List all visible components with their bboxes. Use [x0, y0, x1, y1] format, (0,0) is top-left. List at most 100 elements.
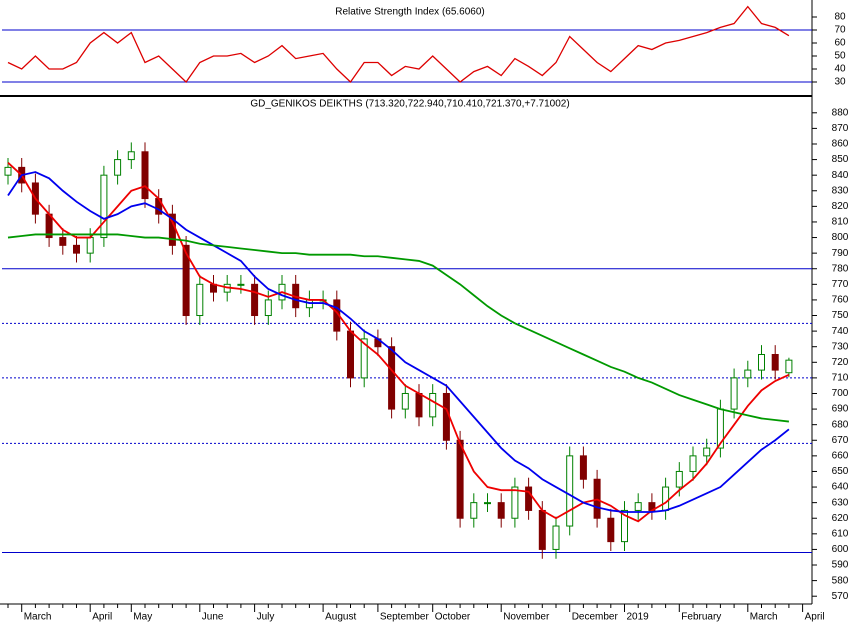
x-tick-label: March [750, 612, 778, 623]
x-tick-label: September [380, 612, 430, 623]
candle-body [347, 330, 354, 379]
candle-body [689, 455, 697, 472]
y-tick-label: 820 [832, 201, 849, 212]
y-tick-label: 610 [832, 528, 849, 539]
candle-body [744, 369, 752, 379]
candle-body [59, 237, 67, 246]
candle-body [579, 455, 587, 480]
y-tick-label: 60 [834, 38, 846, 49]
candle-body [675, 470, 683, 488]
y-tick-label: 800 [832, 232, 849, 243]
y-tick-label: 30 [834, 77, 846, 88]
y-tick-label: 870 [832, 123, 849, 134]
y-tick-label: 80 [834, 12, 846, 23]
y-tick-label: 810 [832, 217, 849, 228]
y-tick-label: 660 [832, 451, 849, 462]
candle-body [566, 455, 574, 527]
y-tick-label: 590 [832, 560, 849, 571]
y-tick-label: 780 [832, 263, 849, 274]
y-tick-label: 850 [832, 154, 849, 165]
candle-body [127, 151, 135, 161]
y-tick-label: 70 [834, 25, 846, 36]
candle-body [141, 151, 149, 200]
y-tick-label: 40 [834, 64, 846, 75]
x-tick-label: June [202, 612, 224, 623]
y-tick-label: 730 [832, 341, 849, 352]
candle-body [415, 392, 423, 418]
x-tick-label: August [325, 612, 356, 623]
candle-body [470, 502, 478, 519]
y-tick-label: 720 [832, 357, 849, 368]
x-tick-label: July [257, 612, 275, 623]
candle-body [730, 377, 738, 410]
y-tick-label: 790 [832, 248, 849, 259]
candle-body [552, 525, 560, 550]
candle-body [662, 486, 670, 511]
y-tick-label: 640 [832, 482, 849, 493]
x-tick-label: April [92, 612, 112, 623]
candle-body [771, 354, 779, 371]
x-tick-label: November [503, 612, 550, 623]
candle-body [607, 517, 615, 543]
y-tick-label: 670 [832, 435, 849, 446]
y-tick-label: 860 [832, 139, 849, 150]
x-tick-label: May [133, 612, 152, 623]
y-tick-label: 650 [832, 466, 849, 477]
y-tick-label: 740 [832, 326, 849, 337]
y-tick-label: 830 [832, 185, 849, 196]
candle-body [4, 166, 12, 176]
candle-body [251, 283, 259, 317]
candle-body [264, 299, 272, 317]
y-tick-label: 50 [834, 51, 846, 62]
y-tick-label: 620 [832, 513, 849, 524]
candle-body [388, 346, 396, 410]
y-tick-label: 680 [832, 419, 849, 430]
y-tick-label: 630 [832, 497, 849, 508]
candle-body [703, 447, 711, 457]
ma-line [7, 162, 790, 523]
y-tick-label: 710 [832, 373, 849, 384]
y-tick-label: 770 [832, 279, 849, 290]
y-tick-label: 750 [832, 310, 849, 321]
ma-line [7, 233, 790, 423]
y-tick-label: 700 [832, 388, 849, 399]
candle-body [73, 244, 80, 254]
y-tick-label: 570 [832, 591, 849, 602]
y-tick-label: 600 [832, 544, 849, 555]
candle-body [442, 392, 450, 441]
candle-body [484, 502, 491, 505]
candle-body [525, 486, 533, 511]
candle-body [785, 359, 793, 374]
candle-body [621, 509, 628, 543]
y-tick-label: 840 [832, 170, 849, 181]
candle-body [114, 159, 122, 176]
candle-body [538, 509, 546, 550]
candle-body [360, 338, 368, 379]
candle-body [758, 354, 765, 371]
candle-body [196, 283, 204, 317]
x-tick-label: March [24, 612, 52, 623]
candle-body [237, 283, 245, 286]
candle-body [511, 486, 519, 519]
candle-body [634, 502, 642, 511]
candle-body [497, 502, 505, 519]
candle-body [86, 237, 94, 254]
ma-line [7, 5, 790, 83]
x-tick-label: October [435, 612, 471, 623]
price-title: GD_GENIKOS DEIKTHS (713.320,722.940,710.… [250, 99, 569, 110]
candle-body [182, 244, 190, 317]
x-tick-label: December [572, 612, 619, 623]
x-tick-label: February [681, 612, 721, 623]
y-tick-label: 690 [832, 404, 849, 415]
ma-line [7, 171, 790, 513]
y-tick-label: 880 [832, 107, 849, 118]
candle-body [100, 174, 108, 239]
y-tick-label: 580 [832, 575, 849, 586]
candle-body [429, 392, 437, 418]
candle-body [401, 392, 409, 410]
x-tick-label: April [805, 612, 825, 623]
rsi-title: Relative Strength Index (65.6060) [335, 7, 485, 18]
